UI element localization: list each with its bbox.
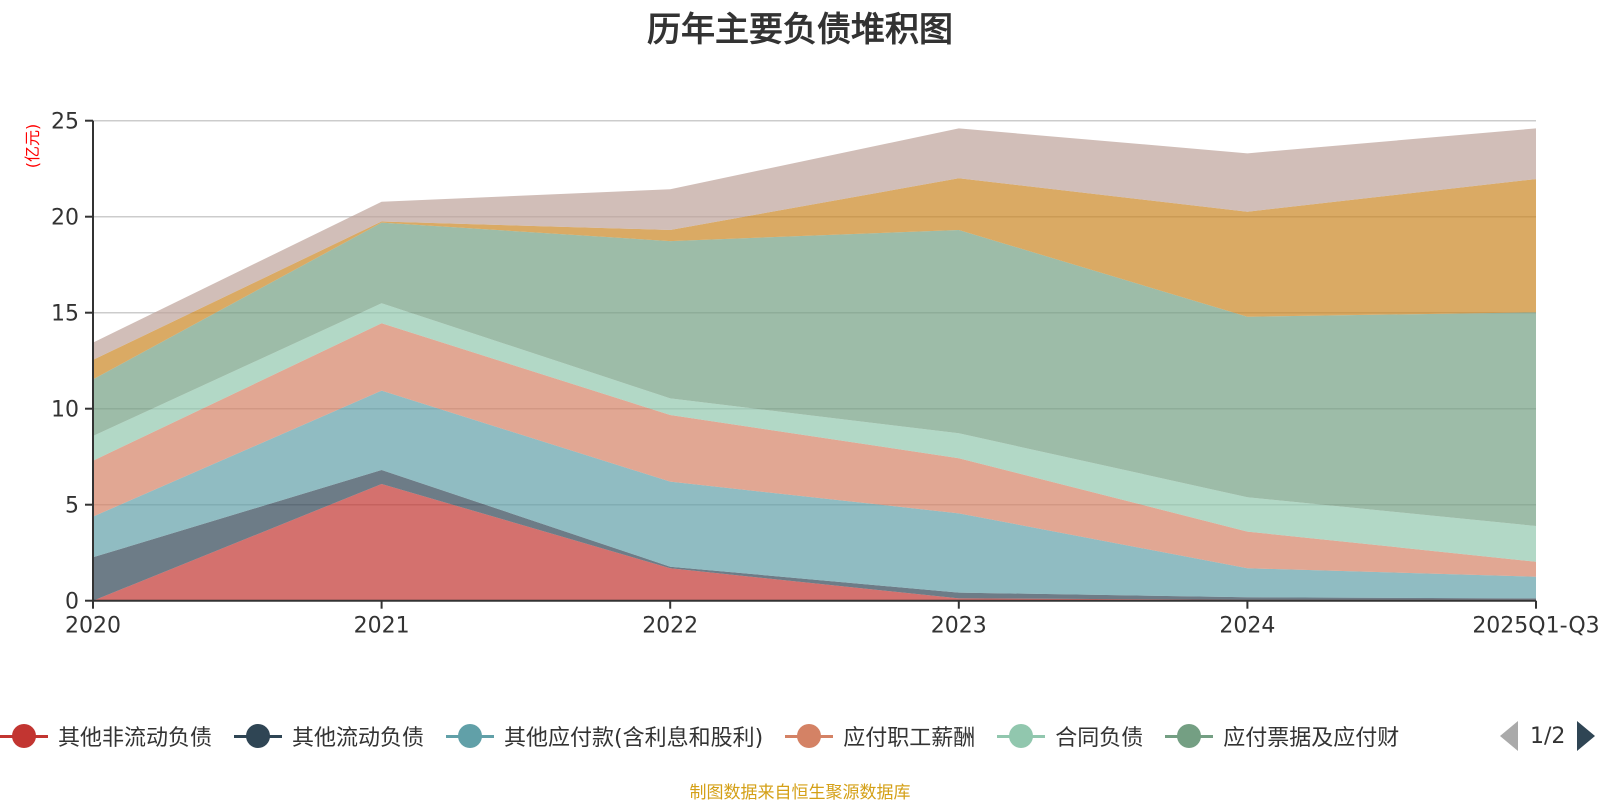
- x-tick-labels: 2020 2021 2022 2023 2024 2025Q1-Q3: [65, 614, 1600, 639]
- chart-title: 历年主要负债堆积图: [647, 10, 953, 50]
- y-tick-label: 15: [51, 302, 79, 327]
- legend-label: 合同负债: [1055, 726, 1144, 751]
- legend-item[interactable]: 应付票据及应付财: [1165, 720, 1399, 752]
- area-series-0[interactable]: [93, 483, 1536, 601]
- area-series-3[interactable]: [93, 323, 1536, 577]
- legend-prev-page-icon[interactable]: [1500, 721, 1518, 751]
- area-series-4[interactable]: [93, 303, 1536, 562]
- x-tick-label: 2020: [65, 614, 121, 639]
- legend-marker-icon: [0, 724, 48, 748]
- legend-marker-icon: [446, 724, 495, 748]
- legend-item[interactable]: 其他应付款(含利息和股利): [446, 720, 763, 752]
- legend-label: 应付票据及应付财: [1223, 726, 1400, 751]
- area-series-5[interactable]: [93, 222, 1536, 527]
- y-tick-label: 5: [65, 494, 79, 519]
- area-series-6[interactable]: [93, 178, 1536, 380]
- legend-label: 其他流动负债: [292, 726, 425, 751]
- legend-item[interactable]: 其他流动负债: [234, 720, 424, 752]
- x-tick-label: 2022: [642, 614, 698, 639]
- area-series-7[interactable]: [93, 128, 1536, 360]
- axes: [85, 119, 1537, 609]
- data-source-footer: 制图数据来自恒生聚源数据库: [689, 783, 911, 803]
- stacked-area-chart: 0 5 10 15 20 25 2020 2021 2022 2023 2024 2025Q1-Q3…: [23, 110, 1600, 639]
- x-tick-label: 2025Q1-Q3: [1472, 614, 1599, 639]
- area-layers: [93, 128, 1536, 601]
- y-tick-label: 25: [51, 110, 79, 135]
- legend-item[interactable]: 合同负债: [997, 720, 1143, 752]
- legend-label: 其他非流动负债: [58, 726, 213, 751]
- legend-label: 其他应付款(含利息和股利): [504, 726, 764, 751]
- x-tick-label: 2021: [354, 614, 410, 639]
- y-tick-label: 0: [65, 590, 79, 615]
- legend-next-page-icon[interactable]: [1577, 721, 1596, 751]
- legend-marker-icon: [997, 724, 1046, 748]
- y-axis-label: (亿元): [23, 124, 42, 169]
- legend-item[interactable]: 应付职工薪酬: [785, 720, 975, 752]
- y-tick-labels: 0 5 10 15 20 25: [51, 110, 79, 615]
- legend-item[interactable]: 其他非流动负债: [0, 720, 212, 752]
- legend-label: 应付职工薪酬: [843, 726, 976, 751]
- legend-pager: 1/2: [1500, 716, 1600, 756]
- area-series-1[interactable]: [93, 469, 1536, 601]
- legend-marker-icon: [1165, 724, 1214, 748]
- y-tick-label: 10: [51, 398, 79, 423]
- legend-marker-icon: [234, 724, 283, 748]
- y-tick-label: 20: [51, 206, 79, 231]
- legend: 其他非流动负债 其他流动负债 其他应付款(含利息和股利) 应付职工薪酬 合同负债 应付票据…: [0, 716, 1500, 756]
- area-series-2[interactable]: [93, 390, 1536, 599]
- x-tick-label: 2023: [931, 614, 987, 639]
- x-tick-label: 2024: [1219, 614, 1275, 639]
- legend-page-indicator: 1/2: [1530, 723, 1566, 749]
- legend-marker-icon: [785, 724, 834, 748]
